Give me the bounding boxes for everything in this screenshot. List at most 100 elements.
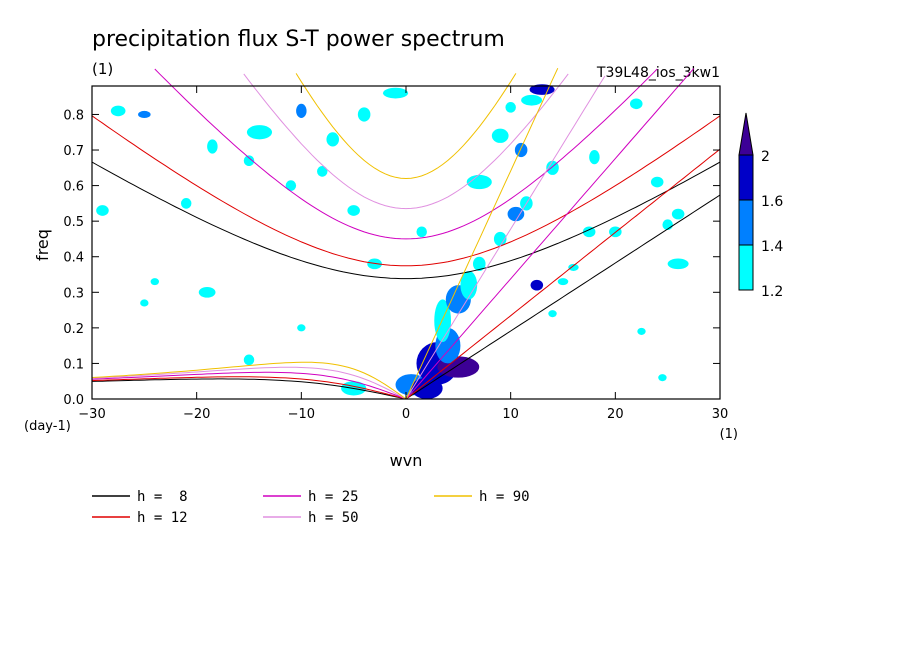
power-contour xyxy=(297,324,306,332)
y-tick-label: 0.1 xyxy=(63,357,84,372)
dispersion-curve xyxy=(405,194,721,400)
power-contour xyxy=(110,105,126,117)
colorbar-segment xyxy=(738,154,754,201)
power-contour xyxy=(96,205,109,216)
x-unit-label: (1) xyxy=(720,427,738,442)
y-tick-label: 0.6 xyxy=(63,180,84,195)
power-contour xyxy=(180,198,192,209)
colorbar-extend xyxy=(738,112,754,156)
dispersion-curve xyxy=(91,378,407,400)
power-contour xyxy=(507,206,525,222)
power-contour xyxy=(667,258,689,270)
y-axis-label: freq xyxy=(33,229,52,261)
x-tick-label: 0 xyxy=(402,407,410,422)
dispersion-curve xyxy=(405,148,721,400)
y-tick-label: 0.7 xyxy=(63,144,84,159)
power-contour xyxy=(296,103,307,119)
dispersion-curve xyxy=(154,68,658,240)
power-contour xyxy=(491,128,509,143)
dispersion-curve xyxy=(91,115,721,267)
dispersion-curve xyxy=(91,361,407,400)
run-label: T39L48_ios_3kw1 xyxy=(596,65,720,81)
y-tick-label: 0.0 xyxy=(63,393,84,408)
power-contour xyxy=(505,102,516,113)
colorbar-segment xyxy=(738,244,754,291)
dispersion-curve xyxy=(243,73,569,210)
dispersion-curve xyxy=(91,366,407,400)
power-contour xyxy=(285,180,297,191)
power-contour xyxy=(514,142,528,158)
spectrum-contours xyxy=(96,84,689,400)
power-contour xyxy=(530,279,544,291)
legend-label: h = 8 xyxy=(137,489,188,505)
power-contour xyxy=(243,155,255,167)
legend-label: h = 50 xyxy=(308,510,359,526)
power-contour xyxy=(493,231,507,247)
legend-label: h = 90 xyxy=(479,489,530,505)
power-contour xyxy=(150,278,159,286)
power-contour xyxy=(521,94,543,106)
power-contour xyxy=(243,354,255,366)
power-contour xyxy=(207,139,218,154)
power-contour xyxy=(466,174,492,190)
power-contour xyxy=(246,125,273,140)
y-tick-label: 0.8 xyxy=(63,108,84,123)
power-contour xyxy=(671,208,685,220)
power-contour xyxy=(472,256,486,271)
y-tick-label: 0.5 xyxy=(63,215,84,230)
chart-title: precipitation flux S-T power spectrum xyxy=(92,27,505,52)
legend-label: h = 12 xyxy=(137,510,188,526)
dispersion-curve xyxy=(405,68,695,400)
power-contour xyxy=(650,176,664,188)
x-tick-label: 20 xyxy=(607,407,624,422)
units-label: (1) xyxy=(92,60,113,78)
power-contour xyxy=(568,263,579,271)
power-contour xyxy=(529,84,555,95)
x-tick-label: 30 xyxy=(712,407,729,422)
power-contour xyxy=(416,226,427,238)
colorbar-label: 1.4 xyxy=(761,239,783,255)
x-axis: −30 −20 −10 0 10 20 30 xyxy=(78,86,728,422)
power-contour xyxy=(548,310,557,318)
legend: h = 8 h = 12 h = 25 h = 50 h = 90 xyxy=(92,489,530,526)
y-axis: 0.0 0.1 0.2 0.3 0.4 0.5 0.6 0.7 0.8 xyxy=(63,108,720,408)
power-contour xyxy=(198,286,216,298)
power-contour xyxy=(557,278,569,286)
dispersion-curve xyxy=(91,371,407,400)
power-contour xyxy=(326,132,340,147)
power-contour xyxy=(460,270,478,300)
y-tick-label: 0.4 xyxy=(63,251,84,266)
dispersion-curve xyxy=(295,73,517,180)
y-tick-label: 0.2 xyxy=(63,322,84,337)
dispersion-curve xyxy=(91,376,407,400)
dispersion-curve xyxy=(405,67,559,400)
x-tick-label: −10 xyxy=(288,407,315,422)
legend-label: h = 25 xyxy=(308,489,359,505)
colorbar-segment xyxy=(738,199,754,246)
x-tick-label: −30 xyxy=(78,407,105,422)
dispersion-curves xyxy=(91,67,721,400)
colorbar-label: 2 xyxy=(761,149,770,165)
colorbar-label: 1.2 xyxy=(761,284,783,300)
dispersion-curve xyxy=(91,161,721,280)
power-contour xyxy=(589,150,600,165)
colorbar-label: 1.6 xyxy=(761,194,783,210)
y-unit-label: (day-1) xyxy=(24,419,71,434)
power-contour xyxy=(637,327,646,335)
power-contour xyxy=(347,205,360,216)
power-contour xyxy=(138,110,151,119)
y-tick-label: 0.3 xyxy=(63,286,84,301)
power-contour xyxy=(140,299,149,307)
power-contour xyxy=(629,98,643,110)
power-contour xyxy=(317,166,328,177)
power-contour xyxy=(357,107,371,122)
x-tick-label: 10 xyxy=(502,407,519,422)
dispersion-curve xyxy=(405,75,606,400)
plot-frame xyxy=(91,85,721,400)
power-contour xyxy=(582,226,596,238)
power-contour xyxy=(382,87,409,99)
x-axis-label: wvn xyxy=(390,451,423,470)
x-tick-label: −20 xyxy=(183,407,210,422)
colorbar: 2 1.6 1.4 1.2 xyxy=(738,112,783,300)
